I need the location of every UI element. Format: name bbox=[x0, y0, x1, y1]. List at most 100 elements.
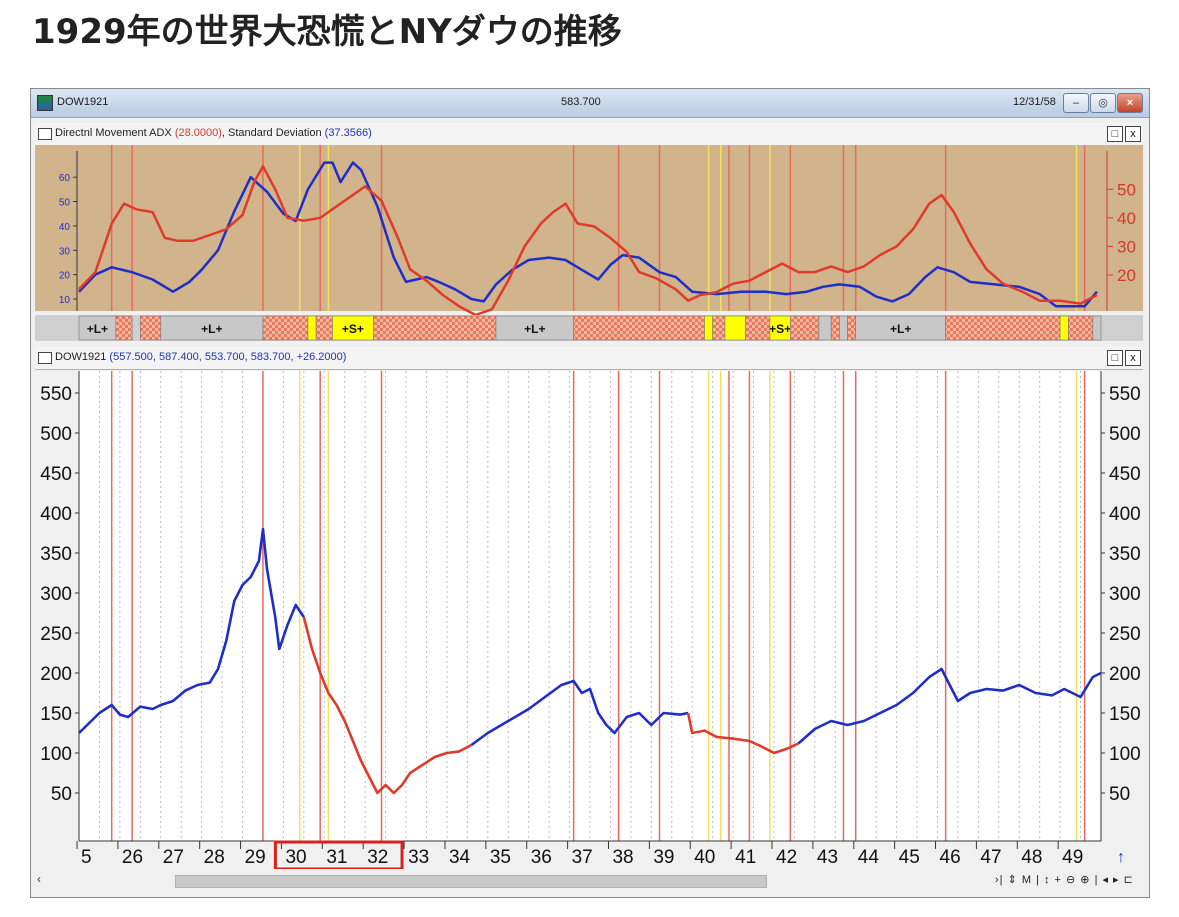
x-tick-label: 42 bbox=[776, 847, 797, 868]
price-line bbox=[302, 616, 473, 795]
price-panel-title: DOW1921 (557.500, 587.400, 553.700, 583.… bbox=[55, 351, 346, 363]
x-tick-label: 41 bbox=[735, 847, 756, 868]
window-symbol: DOW1921 bbox=[57, 96, 109, 108]
x-tick-label: 47 bbox=[980, 847, 1001, 868]
minimize-button[interactable]: – bbox=[1063, 93, 1089, 113]
adx-value: (28.0000) bbox=[174, 127, 222, 139]
right-tick-label: 500 bbox=[1109, 424, 1141, 445]
x-tick-label: 26 bbox=[122, 847, 143, 868]
status-segment bbox=[818, 315, 832, 341]
x-tick-label: 29 bbox=[245, 847, 266, 868]
x-tick-label: 28 bbox=[204, 847, 225, 868]
status-segment bbox=[855, 315, 946, 341]
left-tick-label: 550 bbox=[40, 384, 72, 405]
x-tick-label: 40 bbox=[694, 847, 715, 868]
status-segment bbox=[140, 315, 162, 341]
right-tick-label: 100 bbox=[1109, 744, 1141, 765]
status-segment bbox=[262, 315, 309, 341]
status-segment bbox=[847, 315, 857, 341]
x-tick-label: 30 bbox=[285, 847, 306, 868]
stddev-value: (37.3566) bbox=[324, 127, 372, 139]
left-tick-label: 50 bbox=[51, 784, 72, 805]
x-tick-label: 31 bbox=[326, 847, 347, 868]
status-label: +L+ bbox=[87, 322, 108, 336]
indicator-chart: 10 20 30 40 50 60 20 30 40 50 +L+ +L+ +S+ +L+ +S+ +L+ bbox=[35, 145, 1143, 341]
restore-button[interactable]: ◎ bbox=[1090, 93, 1116, 113]
left-tick-label: 20 bbox=[59, 271, 71, 282]
right-tick-label: 550 bbox=[1109, 384, 1141, 405]
status-segment bbox=[332, 315, 374, 341]
horizontal-scrollbar[interactable]: ‹ ›| ⇕ M | ↕ + ⊖ ⊕ | ◂ ▸ ⊏ bbox=[35, 869, 1143, 891]
left-tick-label: 50 bbox=[59, 198, 71, 209]
app-icon bbox=[37, 95, 53, 111]
left-tick-label: 250 bbox=[40, 624, 72, 645]
left-tick-label: 10 bbox=[59, 295, 71, 306]
status-segment bbox=[830, 315, 840, 341]
left-tick-label: 40 bbox=[59, 222, 71, 233]
panel-close-button[interactable]: x bbox=[1125, 350, 1141, 366]
x-tick-label: 45 bbox=[899, 847, 920, 868]
scroll-left-icon[interactable]: ‹ bbox=[37, 872, 41, 886]
left-tick-label: 400 bbox=[40, 504, 72, 525]
x-tick-label: 44 bbox=[858, 847, 880, 868]
indicator-background bbox=[35, 145, 1143, 311]
indicator-title-mid: , Standard Deviation bbox=[221, 127, 322, 139]
x-tick-label: 43 bbox=[817, 847, 838, 868]
left-tick-label: 150 bbox=[40, 704, 72, 725]
status-segment bbox=[307, 315, 317, 341]
indicator-panel-title: Directnl Movement ADX (28.0000), Standar… bbox=[55, 127, 372, 139]
panel-close-button[interactable]: x bbox=[1125, 126, 1141, 142]
close-button[interactable]: × bbox=[1117, 93, 1143, 113]
x-tick-label: 39 bbox=[653, 847, 674, 868]
status-label: +S+ bbox=[342, 322, 364, 336]
status-segment bbox=[115, 315, 133, 341]
status-segment bbox=[78, 315, 117, 341]
left-tick-label: 500 bbox=[40, 424, 72, 445]
right-tick-label: 150 bbox=[1109, 704, 1141, 725]
panel-restore-button[interactable]: □ bbox=[1107, 350, 1123, 366]
window-date: 12/31/58 bbox=[1013, 96, 1056, 108]
right-tick-label: 40 bbox=[1117, 209, 1136, 228]
x-tick-label: 46 bbox=[940, 847, 961, 868]
status-segment bbox=[724, 315, 746, 341]
stddev-line bbox=[78, 165, 1098, 317]
status-segment bbox=[712, 315, 726, 341]
left-tick-label: 60 bbox=[59, 173, 71, 184]
status-segment bbox=[315, 315, 333, 341]
status-label: +S+ bbox=[769, 322, 791, 336]
status-segment bbox=[573, 315, 705, 341]
price-panel-header: DOW1921 (557.500, 587.400, 553.700, 583.… bbox=[35, 347, 1143, 370]
left-tick-label: 200 bbox=[40, 664, 72, 685]
highlight-box bbox=[273, 840, 404, 869]
left-tick-label: 100 bbox=[40, 744, 72, 765]
right-tick-label: 200 bbox=[1109, 664, 1141, 685]
left-tick-label: 300 bbox=[40, 584, 72, 605]
right-tick-label: 450 bbox=[1109, 464, 1141, 485]
status-segment bbox=[1067, 315, 1094, 341]
x-tick-label: 5 bbox=[81, 847, 92, 868]
chart-window: DOW1921 583.700 12/31/58 – ◎ × Directnl … bbox=[30, 88, 1150, 898]
zoom-toolbar[interactable]: ›| ⇕ M | ↕ + ⊖ ⊕ | ◂ ▸ ⊏ bbox=[995, 874, 1134, 886]
x-tick-label: 32 bbox=[367, 847, 388, 868]
status-segment bbox=[373, 315, 497, 341]
status-segment bbox=[790, 315, 820, 341]
price-values: (557.500, 587.400, 553.700, 583.700, +26… bbox=[109, 351, 347, 363]
scroll-thumb[interactable] bbox=[175, 875, 767, 888]
right-tick-label: 30 bbox=[1117, 237, 1136, 256]
panel-restore-button[interactable]: □ bbox=[1107, 126, 1123, 142]
price-line bbox=[686, 712, 800, 755]
window-price: 583.700 bbox=[561, 96, 601, 108]
right-tick-label: 250 bbox=[1109, 624, 1141, 645]
left-tick-label: 350 bbox=[40, 544, 72, 565]
indicator-panel-header: Directnl Movement ADX (28.0000), Standar… bbox=[35, 123, 1143, 146]
x-tick-label: 49 bbox=[1062, 847, 1083, 868]
scroll-up-icon: ↑ bbox=[1117, 849, 1125, 866]
price-line bbox=[470, 679, 689, 747]
x-tick-label: 33 bbox=[408, 847, 429, 868]
price-line bbox=[78, 527, 305, 734]
right-tick-label: 400 bbox=[1109, 504, 1141, 525]
x-axis-band bbox=[35, 841, 1143, 869]
window-titlebar[interactable]: DOW1921 583.700 12/31/58 – ◎ × bbox=[31, 89, 1149, 118]
x-tick-label: 36 bbox=[531, 847, 552, 868]
x-tick-label: 34 bbox=[449, 847, 471, 868]
